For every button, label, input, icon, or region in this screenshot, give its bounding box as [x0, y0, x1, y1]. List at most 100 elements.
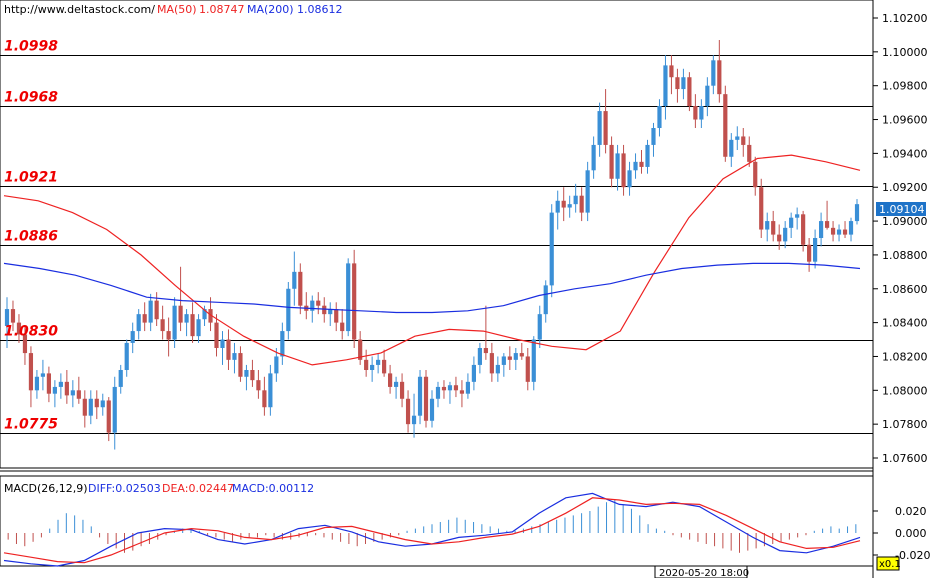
candle-body — [537, 314, 542, 340]
candle-body — [10, 309, 16, 323]
candle-body — [52, 386, 57, 394]
candle-body — [118, 370, 123, 387]
candle-body — [765, 221, 770, 230]
candle-body — [148, 300, 153, 323]
candle-body — [585, 170, 590, 213]
candle-body — [154, 300, 159, 320]
candle-body — [172, 305, 177, 340]
candle-body — [681, 77, 686, 90]
candle-body — [807, 244, 812, 262]
level-label: 1.0998 — [4, 39, 58, 55]
candle-body — [813, 238, 818, 262]
candles[interactable] — [4, 40, 860, 450]
candle-body — [220, 339, 225, 348]
candle-body — [208, 309, 213, 323]
candle-body — [777, 234, 782, 242]
ma200-value: 1.08612 — [297, 3, 343, 16]
candle-body — [693, 106, 698, 120]
candle-body — [142, 314, 147, 323]
candle-body — [405, 398, 411, 425]
candle-body — [818, 221, 824, 238]
candle-body — [854, 204, 860, 222]
macd-axis-ticks: 0.020 0.000 -0.020 — [873, 505, 930, 562]
macd-tick-label: 0.020 — [895, 505, 927, 518]
candle-body — [184, 314, 189, 323]
candle-body — [328, 309, 333, 315]
candle-body — [214, 322, 219, 348]
candle-body — [388, 373, 393, 387]
macd-title: MACD(26,12,9) — [4, 482, 88, 495]
candle-body — [699, 106, 704, 120]
site-url[interactable]: http://www.deltastock.com/ — [4, 3, 155, 16]
macd-tick-label: -0.020 — [895, 549, 930, 562]
candle-body — [370, 364, 375, 370]
dea-line — [3, 497, 861, 564]
candle-body — [292, 271, 297, 289]
candle-body — [507, 356, 512, 360]
candle-body — [268, 373, 273, 408]
candle-body — [40, 373, 46, 377]
zoom-badge[interactable] — [876, 556, 900, 571]
candle-body — [244, 370, 249, 377]
candle-body — [615, 153, 620, 179]
candle-body — [830, 227, 836, 235]
candle-body — [723, 94, 728, 157]
price-tick-label: 1.08000 — [882, 384, 928, 397]
candle-body — [573, 195, 578, 205]
candle-body — [609, 144, 614, 179]
price-tick-label: 1.08800 — [882, 249, 928, 262]
price-tick-label: 1.09400 — [882, 147, 928, 160]
candle-body — [465, 381, 471, 394]
price-tick-label: 1.10200 — [882, 12, 928, 25]
candle-body — [423, 376, 429, 421]
ma50-value: 1.08747 — [199, 3, 245, 16]
price-badge-text: 1.09104 — [879, 203, 925, 216]
candle-body — [441, 386, 447, 391]
candle-body — [130, 331, 135, 343]
candle-body — [46, 373, 51, 394]
candle-body — [549, 212, 554, 286]
candle-body — [597, 111, 602, 145]
level-label: 1.0968 — [4, 90, 58, 106]
candle-body — [34, 376, 40, 391]
candle-body — [226, 339, 231, 360]
candle-body — [842, 229, 848, 235]
candle-body — [669, 65, 674, 78]
candle-body — [196, 319, 201, 337]
candle-body — [471, 364, 476, 382]
zoom-label[interactable]: x0.1 — [879, 559, 901, 570]
candle-body — [729, 139, 734, 157]
candle-body — [525, 356, 530, 382]
level-label: 1.0775 — [4, 417, 58, 433]
price-tick-label: 1.09000 — [882, 215, 928, 228]
candle-body — [160, 319, 165, 332]
candle-body — [88, 398, 93, 416]
price-tick-label: 1.08600 — [882, 283, 928, 296]
candle-body — [70, 390, 75, 396]
candle-body — [286, 288, 291, 332]
candle-body — [316, 300, 321, 306]
time-label: 2020-05-20 18:00 — [659, 568, 749, 578]
candle-body — [531, 339, 536, 382]
price-tick-label: 1.09600 — [882, 114, 928, 127]
candle-body — [801, 214, 806, 245]
candle-body — [364, 359, 369, 370]
candle-body — [352, 263, 357, 340]
candle-body — [848, 221, 854, 235]
candle-body — [771, 221, 776, 235]
candle-body — [429, 398, 435, 421]
price-tick-label: 1.09800 — [882, 80, 928, 93]
candle-body — [340, 322, 345, 332]
candle-body — [100, 400, 105, 408]
candle-body — [262, 390, 267, 408]
price-tick-label: 1.08200 — [882, 350, 928, 363]
candle-body — [58, 381, 63, 387]
candle-body — [250, 370, 255, 381]
candle-body — [711, 60, 716, 86]
macd-value: MACD:0.00112 — [232, 482, 314, 495]
candle-body — [633, 161, 638, 171]
candle-body — [417, 376, 423, 416]
candle-body — [741, 136, 746, 145]
candle-body — [759, 187, 764, 230]
